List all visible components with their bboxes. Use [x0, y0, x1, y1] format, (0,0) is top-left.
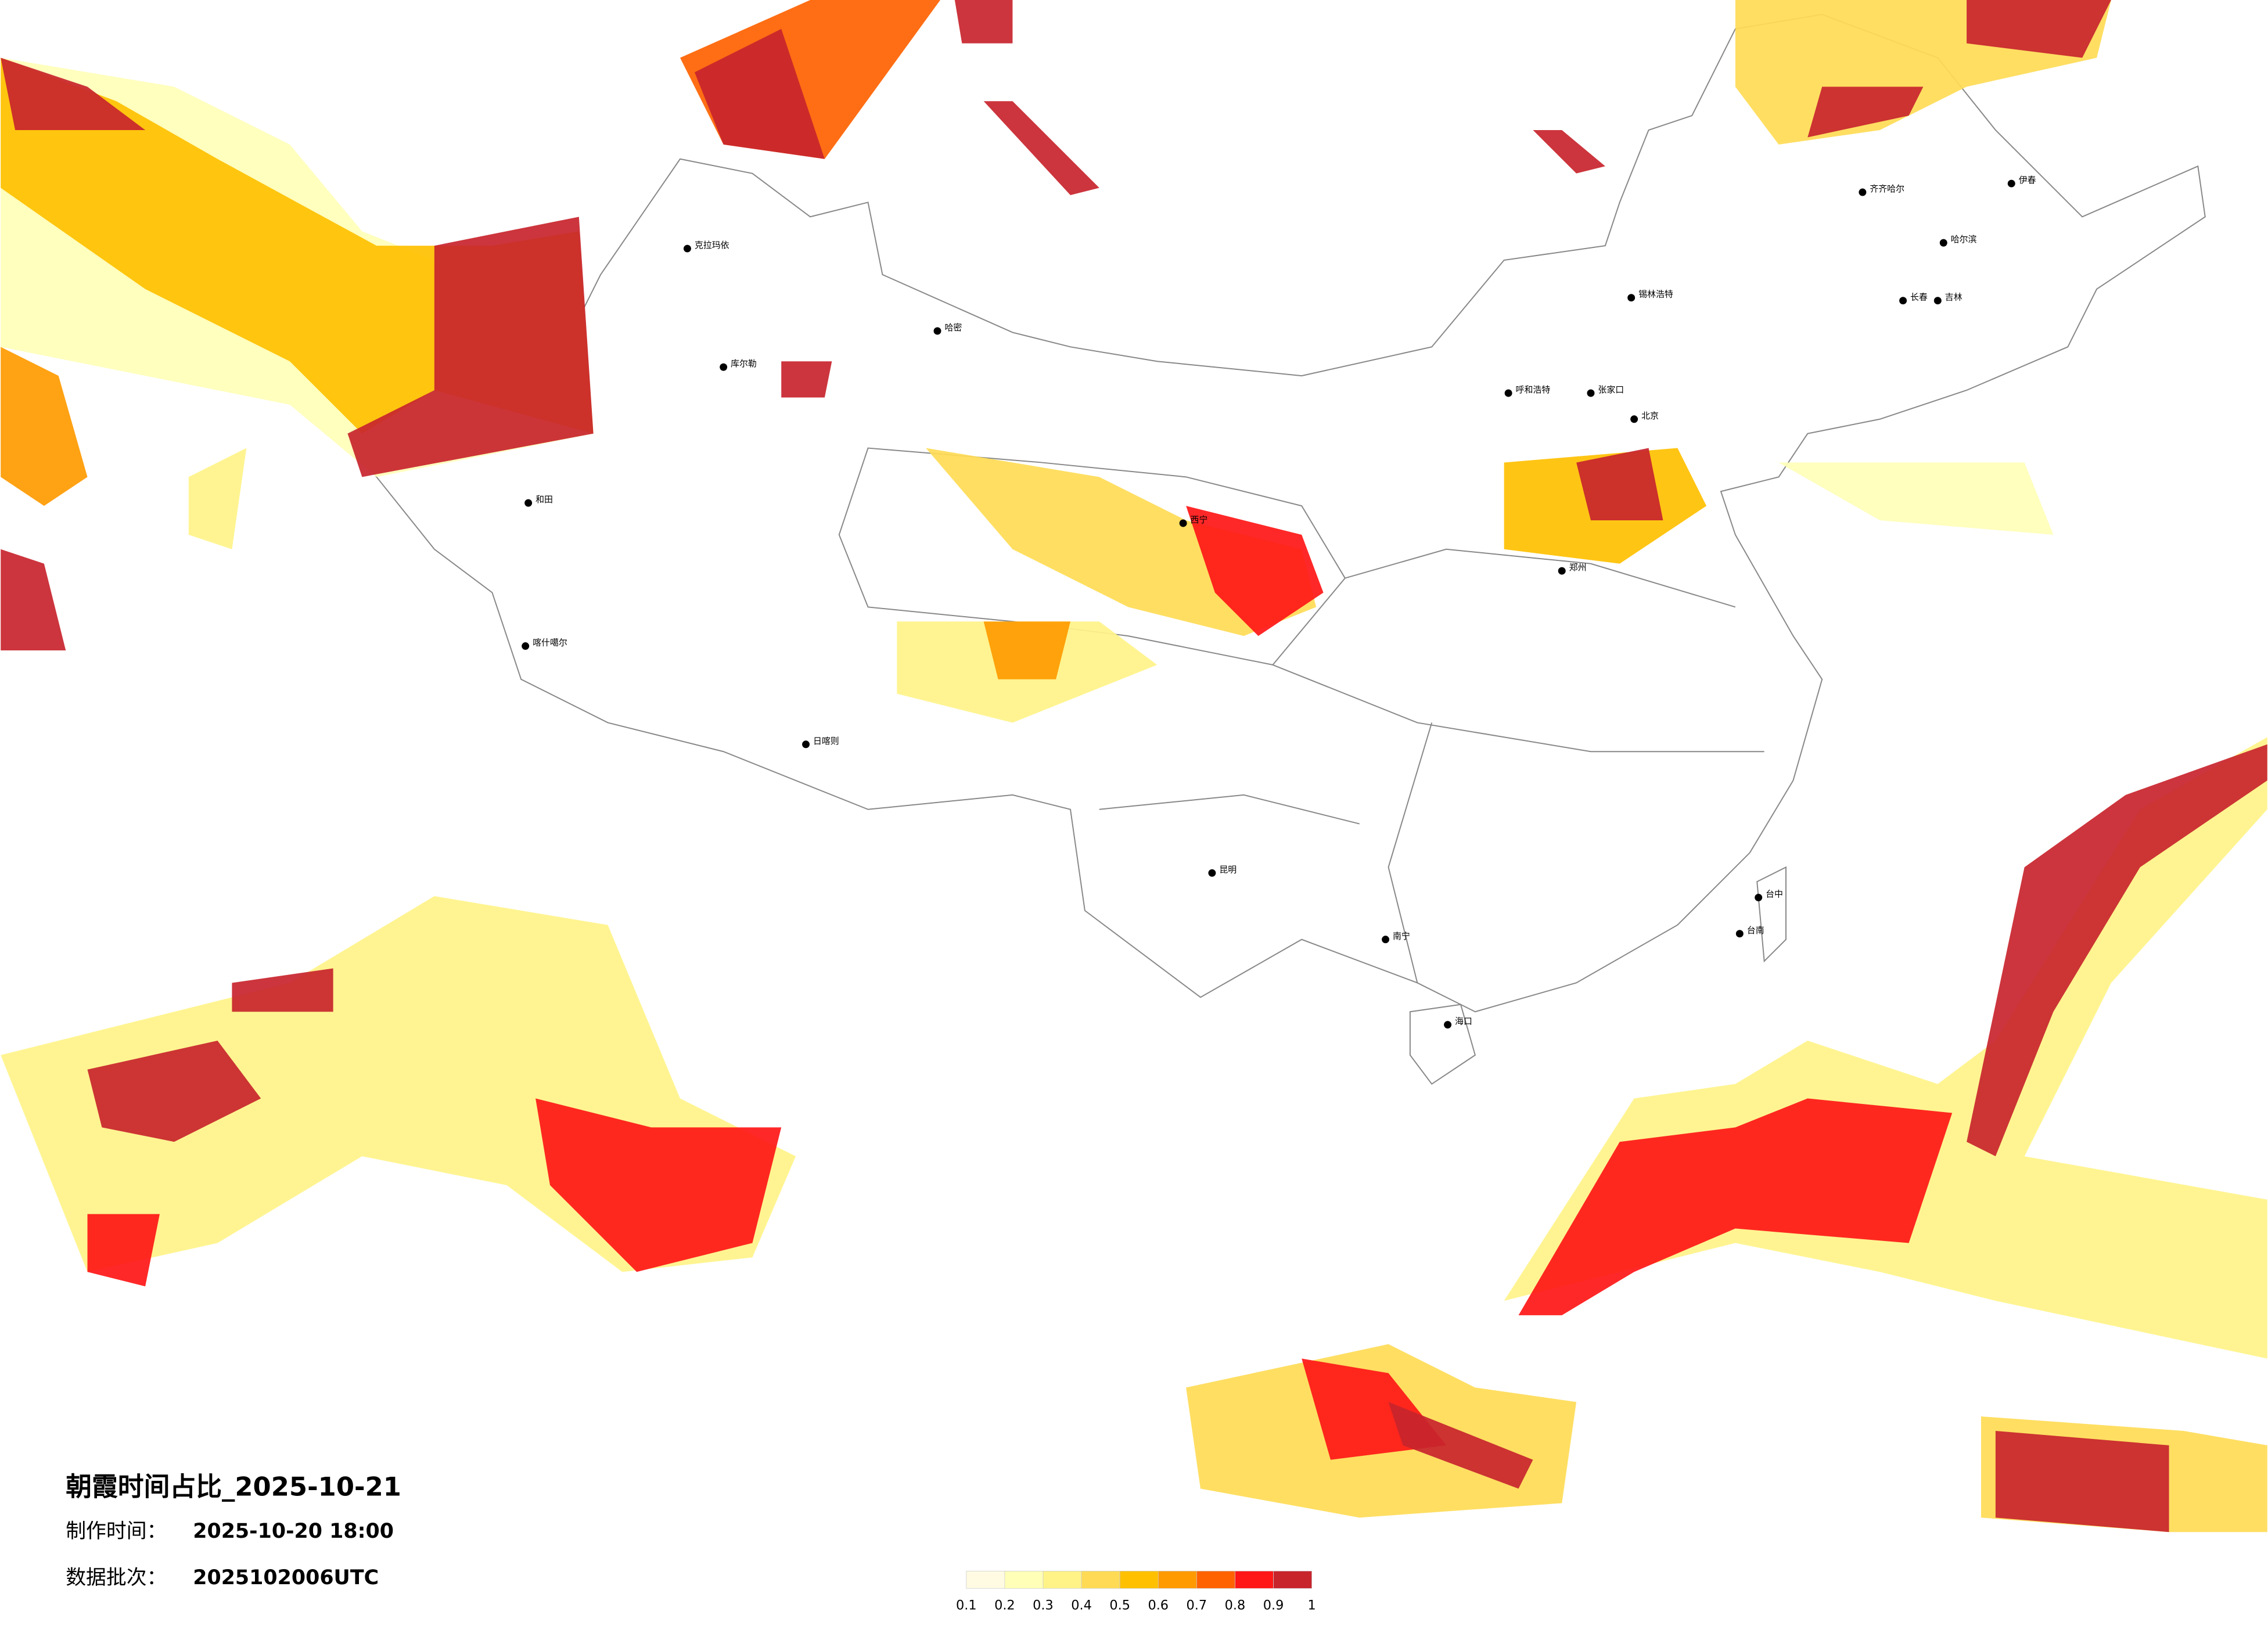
legend-tick-label: 0.8 — [1225, 1598, 1246, 1613]
cloud-patch — [1518, 1098, 1953, 1315]
cloud-patch — [983, 621, 1070, 679]
legend-swatch — [1235, 1571, 1274, 1589]
city-label: 库尔勒 — [731, 358, 757, 369]
legend-tick-label: 0.3 — [1033, 1598, 1054, 1613]
city-label: 哈尔滨 — [1951, 234, 1977, 244]
cloud-patch — [1967, 0, 2111, 58]
legend: 0.1 0.2 0.3 0.4 0.5 0.6 0.7 0.8 0.9 1 — [956, 1571, 1316, 1613]
city-dot — [1587, 389, 1595, 397]
legend-tick-label: 1 — [1308, 1598, 1316, 1613]
legend-tick-label: 0.6 — [1148, 1598, 1169, 1613]
cloud-patch — [1, 549, 66, 650]
cloud-patch — [535, 1098, 782, 1272]
cloud-patch — [1778, 462, 2054, 535]
cloud-patch — [1967, 744, 2267, 1157]
cloud-patch — [1388, 1402, 1533, 1489]
legend-tick-label: 0.5 — [1109, 1598, 1130, 1613]
cloud-patch — [954, 0, 1013, 44]
city-label: 锡林浩特 — [1638, 289, 1673, 300]
cloud-patch — [1995, 1431, 2169, 1533]
cloud-patch — [1, 347, 88, 506]
city-dot — [683, 244, 691, 253]
legend-swatch — [1158, 1571, 1197, 1589]
city-dot — [1558, 567, 1566, 575]
legend-tick-label: 0.4 — [1071, 1598, 1092, 1613]
city-label: 吉林 — [1945, 292, 1963, 303]
city-dot — [1630, 415, 1638, 423]
city-label: 北京 — [1641, 411, 1659, 421]
city-dot — [522, 642, 530, 650]
city-label: 西宁 — [1191, 515, 1208, 525]
legend-swatch — [1004, 1571, 1044, 1589]
cloud-patch — [983, 101, 1099, 195]
cloud-patch — [188, 448, 247, 549]
city-dot — [1939, 239, 1947, 247]
cloud-patch — [781, 361, 832, 398]
legend-tick-label: 0.9 — [1263, 1598, 1284, 1613]
legend-swatch — [1043, 1571, 1082, 1589]
city-dot — [1627, 294, 1636, 302]
cloud-patch — [1, 57, 146, 130]
legend-swatch — [1196, 1571, 1235, 1589]
city-label: 日喀则 — [813, 736, 839, 746]
cloud-patch — [347, 217, 594, 477]
city-label: 张家口 — [1598, 384, 1624, 395]
city-label: 长春 — [1910, 292, 1928, 303]
city-dot — [2007, 179, 2015, 188]
city-label: 齐齐哈尔 — [1870, 184, 1904, 194]
cloud-patch — [1186, 506, 1324, 636]
city-label: 呼和浩特 — [1516, 384, 1551, 395]
cloud-field — [1, 0, 2267, 1533]
batch: 2025102006UTC — [193, 1566, 379, 1589]
batch-label: 数据批次： — [66, 1566, 167, 1589]
city-dot — [1179, 519, 1187, 527]
city-dot — [1899, 297, 1907, 305]
borders — [347, 13, 2206, 1085]
city-label: 南宁 — [1393, 931, 1410, 941]
city-label: 和田 — [535, 494, 553, 505]
city-label: 台南 — [1747, 925, 1764, 936]
city-label: 海口 — [1455, 1016, 1472, 1027]
city-dot — [1933, 297, 1942, 305]
city-dot — [933, 327, 941, 335]
city-dot — [1382, 936, 1390, 944]
cloud-patch — [1533, 130, 1605, 174]
made-label: 制作时间： — [66, 1520, 167, 1543]
city-dot — [1444, 1021, 1452, 1029]
city-label: 郑州 — [1569, 562, 1587, 573]
made-time: 2025-10-20 18:00 — [193, 1520, 394, 1543]
city-dot — [1755, 894, 1763, 902]
cloud-patch — [87, 1214, 160, 1287]
cloud-patch — [1576, 448, 1663, 520]
city-dot — [802, 740, 810, 749]
city-dot — [524, 499, 533, 507]
legend-swatch — [1119, 1571, 1159, 1589]
cloud-patch — [1807, 87, 1924, 138]
legend-swatch — [1273, 1571, 1313, 1589]
legend-swatch — [1081, 1571, 1120, 1589]
city-dot — [1208, 869, 1216, 877]
legend-tick-label: 0.7 — [1187, 1598, 1207, 1613]
city-dot — [1859, 188, 1867, 196]
city-label: 昆明 — [1219, 864, 1237, 875]
city-label: 喀什噶尔 — [533, 638, 567, 648]
city-dot — [1504, 389, 1512, 397]
city-label: 哈密 — [944, 322, 962, 333]
legend-swatch — [966, 1571, 1005, 1589]
city-label: 台中 — [1766, 889, 1783, 900]
city-label: 克拉玛依 — [695, 240, 729, 250]
cloud-patch — [232, 968, 333, 1012]
legend-tick-label: 0.2 — [994, 1598, 1015, 1613]
city-dot — [1735, 930, 1744, 938]
city-label: 伊春 — [2019, 175, 2036, 185]
legend-tick-label: 0.1 — [956, 1598, 977, 1613]
city-dot — [720, 363, 728, 371]
cloud-patch — [694, 28, 825, 159]
cloud-patch — [87, 1041, 261, 1142]
title: 朝霞时间占比_2025-10-21 — [66, 1472, 401, 1502]
